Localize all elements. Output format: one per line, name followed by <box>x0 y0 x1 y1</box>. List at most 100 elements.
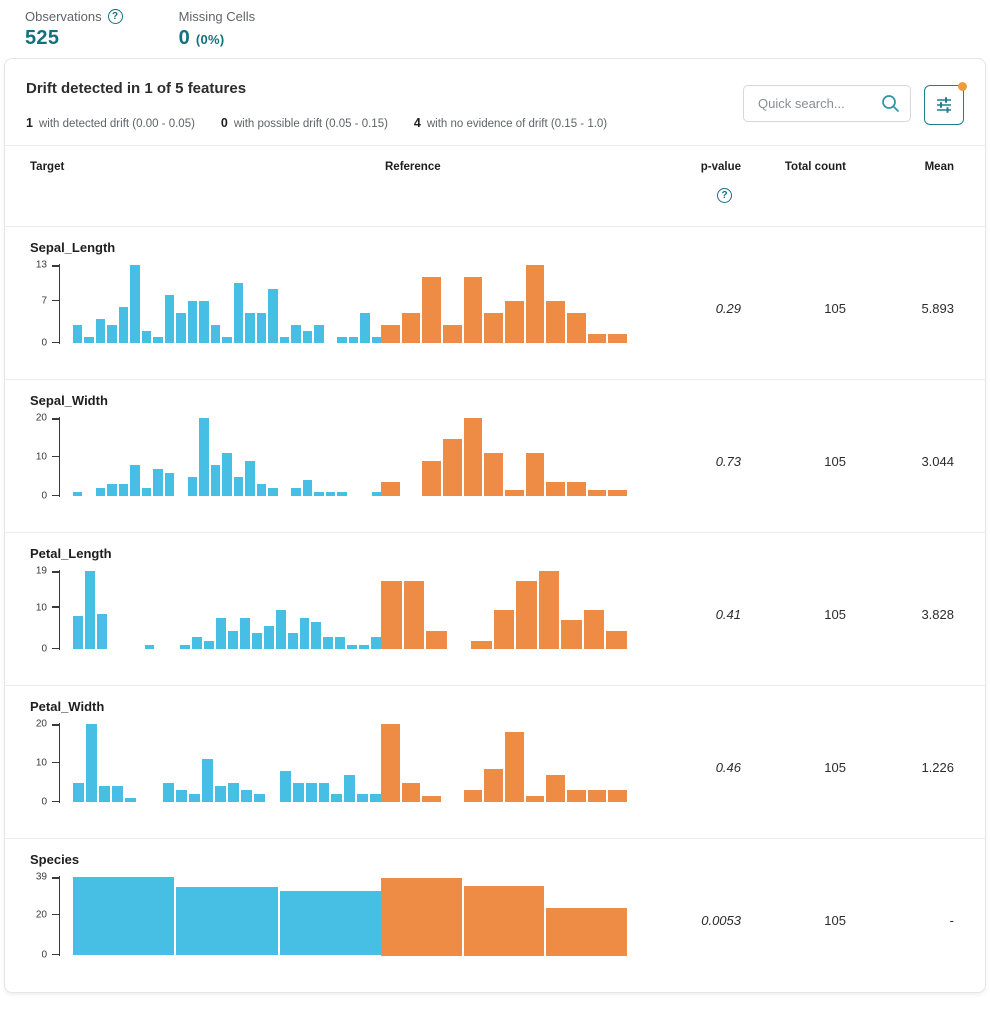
p-value: 0.41 <box>715 606 741 622</box>
histogram-bar <box>463 886 545 956</box>
y-axis: 20 10 0 <box>26 719 60 808</box>
histogram-bar <box>381 482 400 496</box>
histogram-bar <box>305 782 317 802</box>
feature-row[interactable]: Petal_Length 19 10 0 0.41 105 3.828 <box>5 533 985 686</box>
histogram-bar <box>189 794 201 802</box>
histogram-bar <box>463 790 483 802</box>
legend-detected-drift: 1 with detected drift (0.00 - 0.05) <box>26 116 195 130</box>
total-count: 105 <box>824 913 846 928</box>
histogram-bar <box>124 798 136 802</box>
quick-search <box>743 85 911 122</box>
histogram-bar <box>180 644 191 649</box>
filter-button[interactable] <box>924 82 967 125</box>
histogram-bar <box>403 581 425 649</box>
histogram-bar <box>192 636 203 649</box>
histogram-bar <box>371 337 382 343</box>
histogram-bar <box>107 484 117 496</box>
histogram-bar <box>216 618 226 649</box>
column-header-reference: Reference <box>385 161 441 173</box>
y-axis-tick-label: 10 <box>35 602 47 614</box>
histogram-bar <box>505 490 524 496</box>
histogram-bar <box>371 492 382 496</box>
total-count: 105 <box>824 300 846 316</box>
search-icon[interactable] <box>881 94 900 113</box>
histogram-bar <box>256 484 267 496</box>
search-input[interactable] <box>756 95 875 112</box>
observations-label: Observations <box>25 9 102 24</box>
p-value: 0.29 <box>715 300 741 316</box>
histogram-bar <box>463 418 483 496</box>
feature-name: Petal_Length <box>30 546 112 561</box>
histogram-bar <box>561 620 582 649</box>
histogram-bar <box>73 782 84 802</box>
target-cell: Petal_Length 19 10 0 <box>26 533 381 655</box>
histogram-bar <box>240 790 252 802</box>
histogram-bar <box>608 790 628 802</box>
histogram-bar <box>202 759 214 802</box>
reference-histogram <box>381 265 628 343</box>
histogram-bar <box>347 644 358 649</box>
missing-cells-label: Missing Cells <box>178 9 256 24</box>
histogram-bar <box>608 490 628 496</box>
y-axis-tick-label: 7 <box>41 295 47 307</box>
histogram-bar <box>546 301 566 343</box>
feature-name: Sepal_Width <box>30 393 108 408</box>
histogram-bar <box>337 337 347 343</box>
y-axis-tick <box>52 913 59 915</box>
histogram-bar <box>381 325 400 343</box>
drift-legend: 1 with detected drift (0.00 - 0.05) 0 wi… <box>26 116 607 130</box>
y-axis-tick-label: 19 <box>35 565 47 577</box>
histogram-bar <box>525 796 545 802</box>
target-histogram-bars <box>60 877 381 955</box>
feature-name: Petal_Width <box>30 699 105 714</box>
target-cell: Sepal_Width 20 10 0 <box>26 380 382 502</box>
histogram-bar <box>426 630 447 649</box>
y-axis-tick-label: 0 <box>41 337 47 349</box>
y-axis-line <box>58 723 60 803</box>
total-count: 105 <box>824 606 846 622</box>
help-icon[interactable]: ? <box>107 9 123 24</box>
histogram-bar <box>587 334 607 343</box>
histogram-bar <box>164 295 175 343</box>
observations-stat: Observations ? 525 <box>25 9 123 50</box>
column-header-pvalue: p-value ? <box>636 161 741 226</box>
legend-possible-drift: 0 with possible drift (0.05 - 0.15) <box>220 116 388 130</box>
table-header: Target Reference p-value ? Total count M… <box>5 146 985 227</box>
legend-no-drift: 4 with no evidence of drift (0.15 - 1.0) <box>413 116 608 130</box>
histogram-bar <box>268 289 278 343</box>
histogram-bar <box>401 313 421 343</box>
histogram-bar <box>567 482 586 496</box>
histogram-bar <box>227 630 238 649</box>
reference-cell <box>381 418 636 532</box>
y-axis-tick <box>52 953 59 955</box>
histogram-bar <box>176 313 186 343</box>
y-axis-tick <box>52 800 59 802</box>
y-axis-tick <box>52 299 59 301</box>
histogram-bar <box>118 484 129 496</box>
histogram-bar <box>299 618 310 649</box>
histogram-bar <box>323 636 334 649</box>
histogram-bar <box>287 632 298 649</box>
target-histogram: 13 7 0 <box>26 260 382 349</box>
y-axis-tick <box>52 724 59 726</box>
y-axis: 39 20 0 <box>26 872 60 961</box>
histogram-bar <box>204 640 215 649</box>
histogram-bar <box>292 782 304 802</box>
help-icon[interactable]: ? <box>717 188 732 203</box>
feature-row[interactable]: Sepal_Length 13 7 0 0.29 105 5.893 <box>5 227 985 380</box>
p-value: 0.0053 <box>701 913 741 928</box>
feature-row[interactable]: Petal_Width 20 10 0 0.46 105 1.226 <box>5 686 985 839</box>
feature-row[interactable]: Sepal_Width 20 10 0 0.73 105 3.044 <box>5 380 985 533</box>
histogram-bar <box>84 337 94 343</box>
histogram-bar <box>311 622 322 649</box>
reference-histogram <box>381 878 628 956</box>
histogram-bar <box>525 453 545 496</box>
y-axis-tick-label: 39 <box>35 871 47 883</box>
histogram-bar <box>370 794 382 802</box>
reference-cell <box>381 724 636 838</box>
reference-histogram <box>381 724 628 802</box>
y-axis: 20 10 0 <box>26 413 60 502</box>
histogram-bar <box>73 616 83 649</box>
histogram-bar <box>546 482 566 496</box>
feature-row[interactable]: Species 39 20 0 0.0053 105 - <box>5 839 985 992</box>
